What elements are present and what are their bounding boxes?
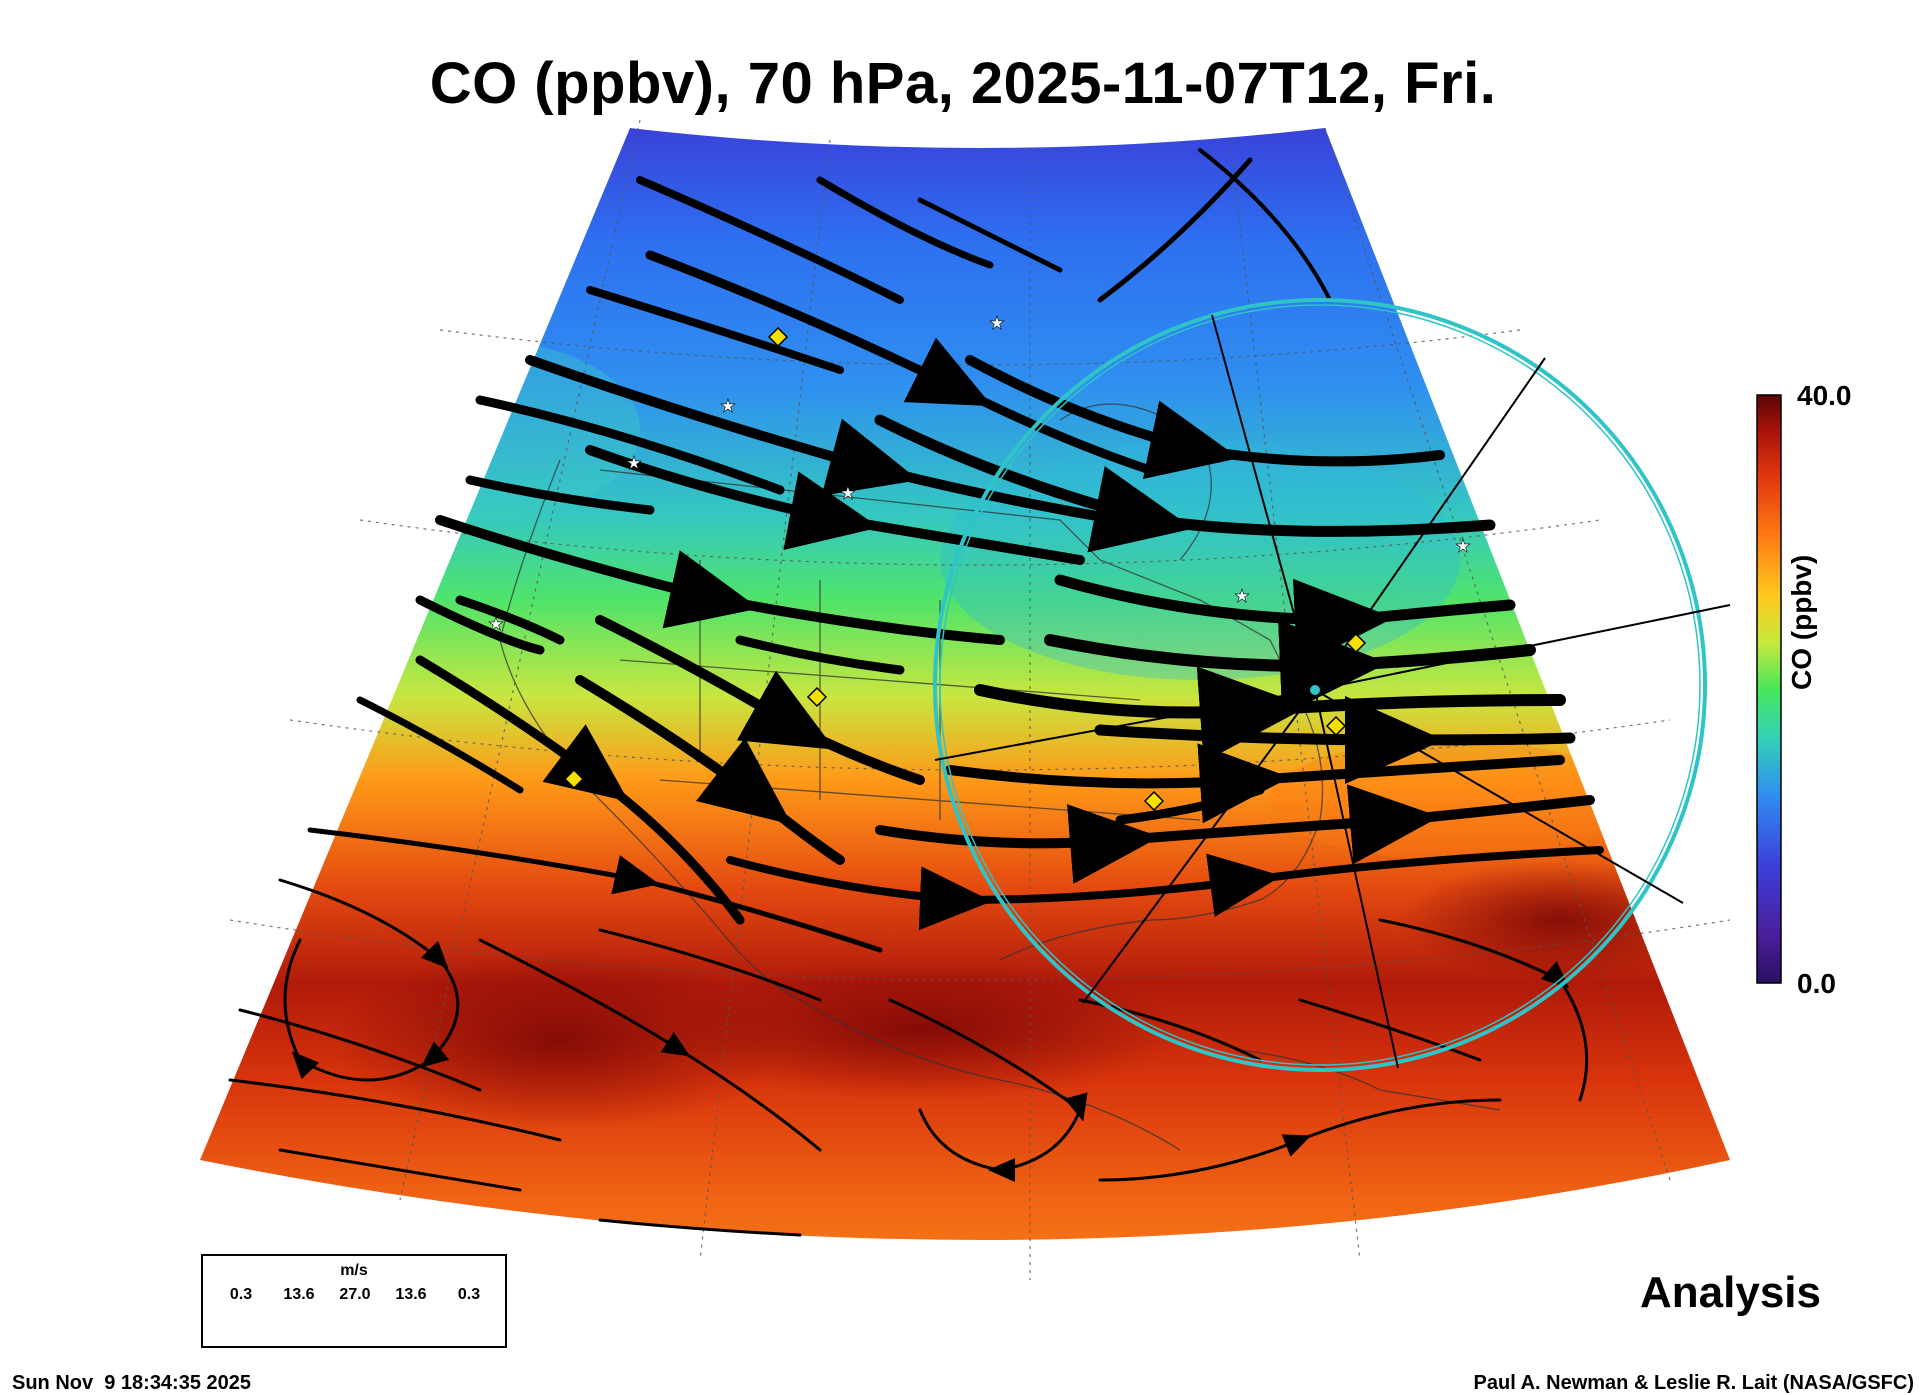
wind-legend-unit: m/s xyxy=(340,1262,368,1279)
station-diamond xyxy=(1143,790,1165,812)
credit: Paul A. Newman & Leslie R. Lait (NASA/GS… xyxy=(1473,1372,1914,1394)
star-icon: ★ xyxy=(840,483,856,504)
station-diamond xyxy=(806,686,828,708)
station-diamonds xyxy=(563,326,1367,812)
star-icon: ★ xyxy=(488,614,504,635)
colorbar-title: CO (ppbv) xyxy=(1786,554,1817,690)
colorbar-max-label: 40.0 xyxy=(1797,380,1852,411)
colorbar xyxy=(1756,394,1782,984)
star-icon: ★ xyxy=(626,453,642,474)
streamlines xyxy=(228,148,1604,1237)
wind-legend-value: 0.3 xyxy=(457,1286,481,1303)
station-diamond xyxy=(1325,715,1347,737)
wind-speed-legend: m/s 0.3 13.6 27.0 13.6 0.3 xyxy=(201,1254,507,1348)
station-stars: ★ ★ ★ ★ ★ ★ ★ xyxy=(488,313,1472,636)
wind-legend-value: 27.0 xyxy=(339,1286,371,1303)
analysis-label: Analysis xyxy=(1640,1268,1821,1317)
co-field xyxy=(200,128,1730,1240)
center-marker xyxy=(1310,685,1320,695)
station-diamond xyxy=(767,326,789,348)
star-icon: ★ xyxy=(989,313,1005,334)
radial-lines xyxy=(934,314,1731,1069)
wind-legend-value: 13.6 xyxy=(395,1286,427,1303)
station-diamond xyxy=(563,768,585,790)
reference-ring xyxy=(933,298,1707,1072)
star-icon: ★ xyxy=(720,396,736,417)
star-icon: ★ xyxy=(1455,536,1471,557)
reference-ring-inner xyxy=(939,304,1701,1066)
wind-legend-value: 0.3 xyxy=(229,1286,253,1303)
timestamp: Sun Nov 9 18:34:35 2025 xyxy=(12,1372,252,1394)
plot-title: CO (ppbv), 70 hPa, 2025-11-07T12, Fri. xyxy=(429,51,1497,116)
star-icon: ★ xyxy=(1234,586,1250,607)
wind-legend-value: 13.6 xyxy=(283,1286,315,1303)
colorbar-min-label: 0.0 xyxy=(1797,968,1836,999)
station-diamond xyxy=(1345,632,1367,654)
